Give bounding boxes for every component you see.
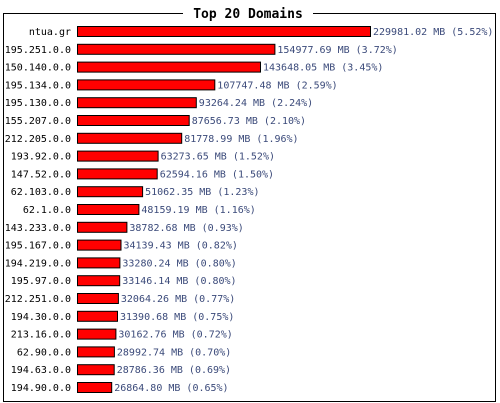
bar — [77, 239, 122, 251]
bar — [77, 310, 118, 322]
value-label: 229981.02 MB (5.52%) — [373, 27, 493, 38]
bar — [77, 221, 128, 233]
chart-title-background — [183, 4, 313, 22]
category-label: 62.1.0.0 — [23, 205, 71, 216]
bar — [77, 204, 140, 215]
category-label: 212.205.0.0 — [5, 134, 71, 145]
bar — [77, 186, 144, 198]
bar — [77, 97, 197, 109]
value-label: 34139.43 MB (0.82%) — [124, 241, 238, 252]
category-label: 193.92.0.0 — [11, 152, 71, 163]
value-label: 31390.68 MB (0.75%) — [120, 312, 234, 323]
bar — [77, 293, 119, 304]
category-label: ntua.gr — [29, 27, 71, 38]
value-label: 62594.16 MB (1.50%) — [160, 169, 274, 180]
category-label: 194.219.0.0 — [5, 258, 71, 269]
value-label: 28992.74 MB (0.70%) — [117, 347, 231, 358]
value-label: 32064.26 MB (0.77%) — [121, 294, 235, 305]
value-label: 33280.24 MB (0.80%) — [122, 258, 236, 269]
bar — [77, 150, 159, 162]
bar — [77, 275, 121, 287]
value-label: 48159.19 MB (1.16%) — [141, 205, 255, 216]
bar — [77, 382, 113, 393]
value-label: 38782.68 MB (0.93%) — [129, 223, 243, 234]
bar — [77, 26, 371, 37]
category-label: 212.251.0.0 — [5, 294, 71, 305]
bar — [77, 79, 216, 91]
bar — [77, 346, 115, 358]
bar — [77, 115, 190, 126]
value-label: 81778.99 MB (1.96%) — [184, 134, 298, 145]
bar — [77, 364, 115, 376]
bar — [77, 168, 158, 180]
value-label: 26864.80 MB (0.65%) — [114, 383, 228, 394]
category-label: 195.134.0.0 — [5, 80, 71, 91]
category-label: 195.167.0.0 — [5, 241, 71, 252]
category-label: 150.140.0.0 — [5, 63, 71, 74]
value-label: 63273.65 MB (1.52%) — [161, 152, 275, 163]
value-label: 87656.73 MB (2.10%) — [192, 116, 306, 127]
category-label: 194.30.0.0 — [11, 312, 71, 323]
category-label: 62.90.0.0 — [17, 347, 71, 358]
value-label: 33146.14 MB (0.80%) — [122, 276, 236, 287]
value-label: 30162.76 MB (0.72%) — [118, 330, 232, 341]
bar — [77, 257, 121, 269]
value-label: 28786.36 MB (0.69%) — [117, 365, 231, 376]
chart-rows: ntua.gr 229981.02 MB (5.52%) 195.251.0.0 15… — [5, 26, 493, 394]
category-label: 195.130.0.0 — [5, 98, 71, 109]
chart-title: Top 20 Domains — [193, 7, 303, 22]
value-label: 107747.48 MB (2.59%) — [217, 80, 337, 91]
bar — [77, 43, 276, 55]
category-label: 194.63.0.0 — [11, 365, 71, 376]
bar — [77, 132, 183, 144]
bar — [77, 328, 117, 340]
category-label: 155.207.0.0 — [5, 116, 71, 127]
bar — [77, 61, 261, 73]
value-label: 143648.05 MB (3.45%) — [263, 63, 383, 74]
value-label: 51062.35 MB (1.23%) — [145, 187, 259, 198]
category-label: 194.90.0.0 — [11, 383, 71, 394]
value-label: 93264.24 MB (2.24%) — [199, 98, 313, 109]
category-label: 147.52.0.0 — [11, 169, 71, 180]
category-label: 62.103.0.0 — [11, 187, 71, 198]
category-label: 195.251.0.0 — [5, 45, 71, 56]
value-label: 154977.69 MB (3.72%) — [277, 45, 397, 56]
category-label: 213.16.0.0 — [11, 330, 71, 341]
category-label: 143.233.0.0 — [5, 223, 71, 234]
category-label: 195.97.0.0 — [11, 276, 71, 287]
